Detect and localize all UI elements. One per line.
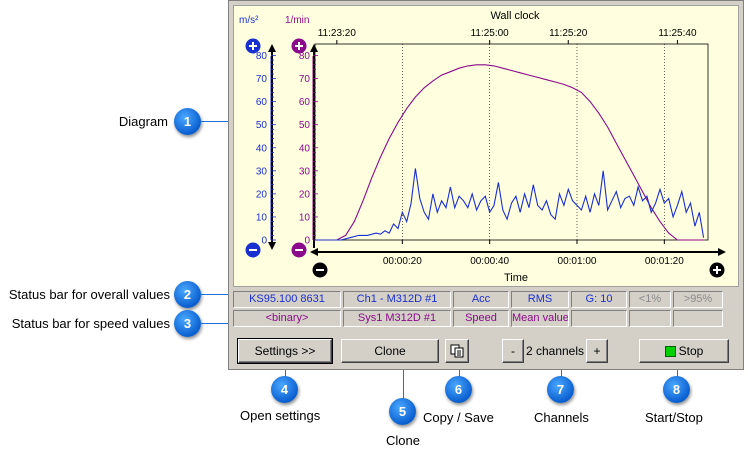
speed-y-tick-label: 50: [299, 120, 311, 131]
left-y-tick-label: 30: [256, 166, 268, 177]
top-tick-label: 11:23:20: [318, 28, 357, 39]
channels-minus-button[interactable]: -: [502, 339, 524, 363]
status_overall-cell: Acc: [453, 291, 509, 308]
left-y-tick-label: 60: [256, 97, 268, 108]
x-arrow-left-icon[interactable]: [310, 248, 318, 256]
top-tick-label: 11:25:40: [658, 28, 697, 39]
annotation-badge-4: 4: [271, 376, 298, 403]
left-y-tick-label: 0: [261, 236, 267, 247]
status_speed-cell: [571, 310, 627, 327]
x-arrow-right-icon[interactable]: [718, 248, 726, 256]
status_overall-cell: RMS: [511, 291, 569, 308]
status_speed-cell: Mean value: [511, 310, 569, 327]
annotation-connector-2: [200, 294, 234, 295]
status_overall-cell: <1%: [629, 291, 671, 308]
speed-y-tick-label: 40: [299, 143, 311, 154]
status_overall-cell: >95%: [673, 291, 723, 308]
annotation-channels-label: Channels: [534, 410, 589, 425]
status_overall-cell: G: 10: [571, 291, 627, 308]
stop-button[interactable]: Stop: [639, 339, 729, 363]
annotation-open-settings-label: Open settings: [240, 408, 321, 423]
plot-frame: [314, 43, 709, 241]
annotation-connector-3: [200, 323, 234, 324]
settings-button[interactable]: Settings >>: [237, 338, 333, 364]
x-tick-label: 00:01:20: [645, 256, 684, 267]
channels-plus-button[interactable]: +: [586, 339, 608, 363]
channels-display: 2 channels: [525, 344, 585, 358]
status_overall-cell: Ch1 - M312D #1: [343, 291, 451, 308]
chart-svg: m/s² 1/min Wall clock Time: [239, 10, 726, 284]
speed-zoom-out-icon[interactable]: [291, 242, 307, 258]
annotation-clone-label: Clone: [386, 433, 420, 448]
x-tick-label: 00:01:00: [558, 256, 597, 267]
measurement-widget: m/s² 1/min Wall clock Time: [228, 0, 744, 370]
annotation-connector-5: [403, 348, 404, 400]
left-zoom-in-icon[interactable]: [245, 38, 261, 54]
status_speed-cell: [629, 310, 671, 327]
clone-button[interactable]: Clone: [341, 339, 439, 363]
x-zoom-in-icon[interactable]: [709, 262, 725, 278]
left-y-tick-label: 80: [256, 51, 268, 62]
x-zoom-out-icon[interactable]: [312, 262, 328, 278]
annotation-badge-5: 5: [389, 398, 416, 425]
annotation-badge-7: 7: [547, 376, 574, 403]
copy-save-button[interactable]: [445, 339, 469, 363]
x-tick-label: 00:00:40: [470, 256, 509, 267]
top-axis-label: Wall clock: [490, 10, 540, 22]
speed-series-line: [315, 64, 704, 241]
x-tick-label: 00:00:20: [383, 256, 422, 267]
copy-icon: [450, 344, 464, 358]
speed-y-tick-label: 60: [299, 97, 311, 108]
annotation-connector-1: [200, 121, 238, 122]
annotation-badge-6: 6: [445, 376, 472, 403]
right-unit-label: 1/min: [285, 15, 309, 26]
stop-status-icon: [664, 345, 676, 357]
speed-y-tick-label: 10: [299, 212, 311, 223]
speed-y-tick-label: 30: [299, 166, 311, 177]
status_speed-cell: Speed: [453, 310, 509, 327]
top-tick-label: 11:25:20: [549, 28, 588, 39]
left-arrow-down-icon[interactable]: [268, 242, 276, 250]
annotation-copy-save-label: Copy / Save: [423, 410, 494, 425]
speed-y-tick-label: 80: [299, 51, 311, 62]
status-bar-overall: KS95.100 8631 Ch1 - M312D #1 Acc RMS G: 10 <1…: [233, 291, 723, 308]
left-unit-label: m/s²: [239, 15, 259, 26]
speed-arrow-up-icon[interactable]: [310, 44, 318, 52]
speed-y-tick-label: 20: [299, 189, 311, 200]
left-y-tick-label: 10: [256, 212, 268, 223]
annotation-diagram-label: Diagram: [118, 114, 168, 129]
grid-layer: [402, 44, 665, 240]
speed-zoom-in-icon[interactable]: [291, 38, 307, 54]
left-y-tick-label: 40: [256, 143, 268, 154]
x-axis-label: Time: [504, 272, 528, 284]
status_speed-cell: <binary>: [233, 310, 341, 327]
tick-layer: 00:00:20 00:00:40 00:01:00 00:01:20 11:23:20…: [256, 28, 697, 267]
stop-button-label: Stop: [678, 344, 704, 358]
annotation-status-speed-label: Status bar for speed values: [11, 316, 170, 331]
left-zoom-out-icon[interactable]: [245, 242, 261, 258]
left-y-tick-label: 20: [256, 189, 268, 200]
diagram[interactable]: m/s² 1/min Wall clock Time: [233, 5, 739, 287]
status_overall-cell: KS95.100 8631: [233, 291, 341, 308]
speed-y-tick-label: 70: [299, 74, 311, 85]
annotation-badge-2: 2: [174, 281, 201, 308]
top-tick-label: 11:25:00: [471, 28, 510, 39]
annotation-badge-3: 3: [174, 310, 201, 337]
series-layer: [315, 64, 705, 241]
speed-y-tick-label: 0: [304, 236, 310, 247]
accel-series-line: [315, 168, 705, 241]
left-y-tick-label: 50: [256, 120, 268, 131]
left-arrow-up-icon[interactable]: [268, 44, 276, 52]
left-y-tick-label: 70: [256, 74, 268, 85]
annotation-start-stop-label: Start/Stop: [645, 410, 703, 425]
status_speed-cell: [673, 310, 723, 327]
annotation-badge-8: 8: [663, 376, 690, 403]
status_speed-cell: Sys1 M312D #1: [343, 310, 451, 327]
status-bar-speed: <binary> Sys1 M312D #1 Speed Mean value: [233, 310, 723, 327]
annotation-status-overall-label: Status bar for overall values: [8, 287, 170, 302]
annotation-badge-1: 1: [174, 108, 201, 135]
